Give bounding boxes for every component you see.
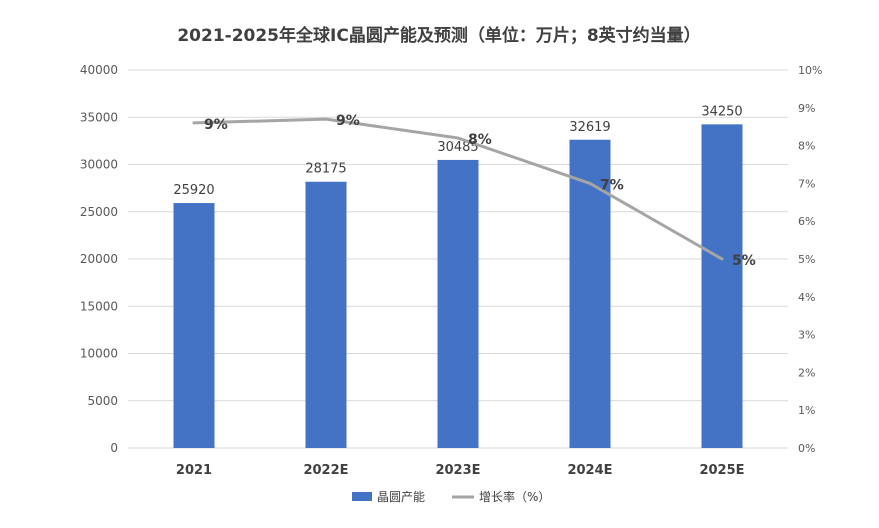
right-axis: 0% 1% 2% 3% 4% 5% 6% 7% 8% 9% 10% [798, 64, 822, 455]
y-left-tick-label: 10000 [80, 347, 118, 361]
y-left-tick-label: 35000 [80, 110, 118, 124]
y-right-tick-label: 10% [798, 64, 822, 77]
legend-label-bar: 晶圆产能 [377, 490, 425, 504]
bar-series: 25920 28175 30485 32619 34250 [173, 104, 743, 449]
growth-rate-line [192, 117, 724, 261]
bar [701, 124, 743, 449]
y-left-tick-label: 5000 [87, 394, 118, 408]
line-data-label: 8% [468, 132, 492, 148]
x-axis: 2021 2022E 2023E 2024E 2025E [176, 463, 745, 478]
y-left-tick-label: 15000 [80, 299, 118, 313]
y-right-tick-label: 4% [798, 291, 815, 304]
x-category-label: 2024E [567, 463, 612, 478]
bar-data-label: 28175 [305, 162, 346, 177]
line-series: 9% 9% 8% 7% 5% [192, 113, 756, 269]
bar-data-label: 25920 [173, 183, 214, 198]
x-category-label: 2021 [176, 463, 212, 478]
legend-label-line: 增长率（%） [479, 489, 550, 504]
y-right-tick-label: 2% [798, 366, 815, 379]
y-right-tick-label: 0% [798, 442, 815, 455]
x-category-label: 2023E [435, 463, 480, 478]
y-left-tick-label: 40000 [80, 63, 118, 77]
chart-title: 2021-2025年全球IC晶圆产能及预测（单位：万片；8英寸约当量） [177, 25, 700, 46]
left-axis: 0 5000 10000 15000 20000 25000 30000 35000 40000 [80, 63, 118, 455]
y-left-tick-label: 0 [110, 441, 118, 455]
y-right-tick-label: 8% [798, 140, 815, 153]
line-data-label: 7% [600, 177, 624, 193]
bar-data-label: 30485 [437, 140, 478, 155]
bar [173, 203, 215, 448]
y-right-tick-label: 1% [798, 404, 815, 417]
bar [437, 159, 479, 448]
bar-data-label: 32619 [569, 120, 610, 135]
line-data-label: 9% [204, 117, 228, 133]
y-right-tick-label: 9% [798, 102, 815, 115]
y-left-tick-label: 20000 [80, 252, 118, 266]
x-category-label: 2025E [699, 463, 744, 478]
legend-swatch-bar [352, 492, 372, 501]
y-right-tick-label: 6% [798, 215, 815, 228]
y-right-tick-label: 7% [798, 177, 815, 190]
bar-data-label: 34250 [701, 104, 742, 119]
y-right-tick-label: 5% [798, 253, 815, 266]
bar [305, 181, 347, 448]
legend: 晶圆产能 增长率（%） [352, 489, 550, 504]
x-category-label: 2022E [303, 463, 348, 478]
y-left-tick-label: 25000 [80, 205, 118, 219]
y-left-tick-label: 30000 [80, 158, 118, 172]
line-data-label: 5% [732, 253, 756, 269]
line-data-label: 9% [336, 113, 360, 129]
y-right-tick-label: 3% [798, 329, 815, 342]
